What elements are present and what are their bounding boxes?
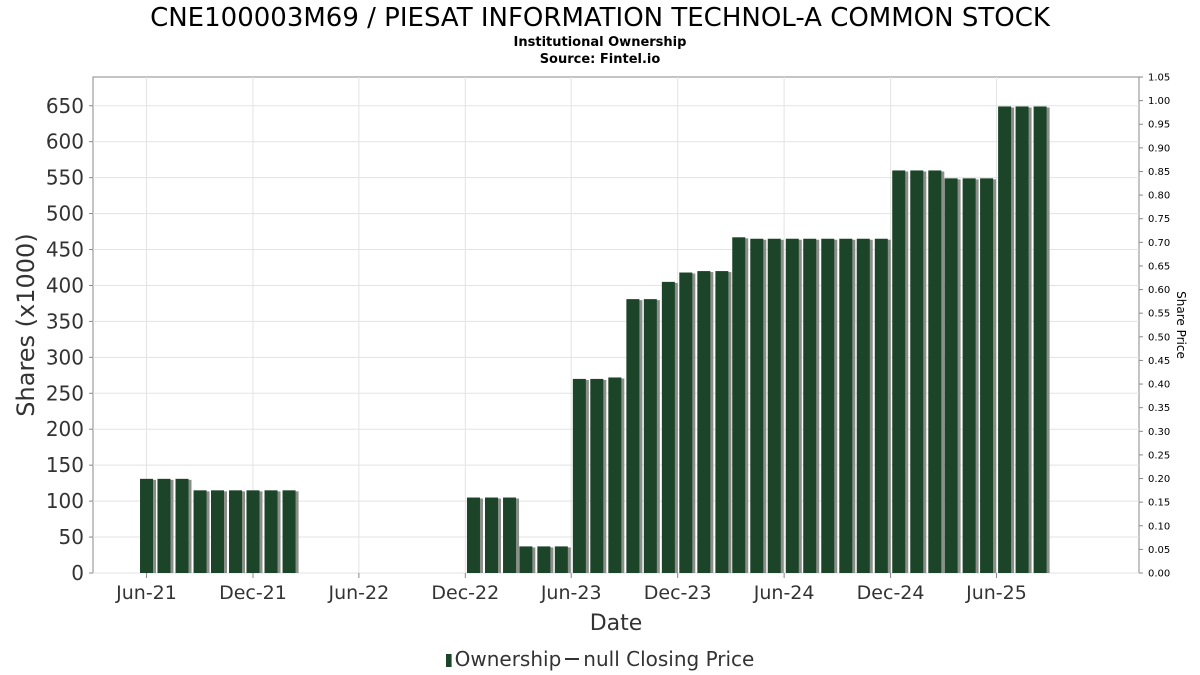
price-legend-line — [565, 658, 580, 660]
y-tick-label: 150 — [46, 453, 84, 477]
ownership-legend-swatch — [445, 654, 452, 667]
ownership-bar — [157, 478, 171, 573]
y-tick-label: 550 — [46, 166, 84, 190]
ownership-bar — [803, 238, 817, 573]
x-tick-label: Dec-22 — [431, 582, 499, 604]
y-tick-label: 600 — [46, 130, 84, 154]
y2-tick-label: 0.75 — [1148, 214, 1170, 225]
y2-tick-label: 0.05 — [1148, 545, 1170, 556]
ownership-bar — [1033, 106, 1047, 573]
ownership-bar — [732, 237, 746, 573]
ownership-bar — [537, 546, 551, 573]
x-tick-label: Jun-21 — [115, 582, 177, 604]
ownership-bar — [140, 478, 154, 573]
ownership-bar — [503, 497, 517, 573]
y2-tick-label: 0.80 — [1148, 191, 1170, 202]
x-axis-title: Date — [590, 611, 643, 636]
chart-title: CNE100003M69 / PIESAT INFORMATION TECHNO… — [150, 3, 1050, 33]
ownership-legend-label: Ownership — [454, 647, 562, 671]
x-tick-label: Dec-24 — [857, 582, 925, 604]
y2-tick-label: 0.70 — [1148, 238, 1170, 249]
y2-tick-label: 0.10 — [1148, 521, 1170, 532]
x-tick-label: Dec-23 — [644, 582, 712, 604]
y-tick-label: 350 — [46, 309, 84, 333]
ownership-bar — [980, 178, 994, 574]
ownership-bar — [626, 299, 640, 573]
y2-tick-label: 0.20 — [1148, 474, 1170, 485]
ownership-bar — [554, 546, 568, 573]
ownership-bar — [1015, 106, 1029, 573]
ownership-bar — [210, 490, 224, 573]
ownership-bar — [750, 238, 764, 573]
ownership-bar — [910, 170, 924, 573]
ownership-bar — [175, 478, 189, 573]
y-tick-label: 250 — [46, 381, 84, 405]
ownership-bar — [229, 490, 243, 573]
ownership-bar — [466, 497, 480, 573]
ownership-bar — [962, 178, 976, 574]
x-tick-label: Dec-21 — [219, 582, 287, 604]
y-tick-label: 0 — [71, 561, 84, 585]
ownership-bar — [839, 238, 853, 573]
x-tick-label: Jun-23 — [540, 582, 602, 604]
y-axis-title: Shares (x1000) — [12, 233, 40, 416]
ownership-bar — [485, 497, 499, 573]
price-legend-label: null Closing Price — [583, 647, 755, 671]
x-tick-label: Jun-25 — [965, 582, 1027, 604]
y2-tick-label: 1.05 — [1148, 73, 1170, 84]
ownership-bar — [246, 490, 260, 573]
ownership-bar — [697, 271, 711, 573]
y2-tick-label: 0.40 — [1148, 380, 1170, 391]
y2-tick-label: 0.25 — [1148, 450, 1170, 461]
ownership-bar — [928, 170, 942, 573]
ownership-bar — [892, 170, 906, 573]
ownership-bar — [944, 178, 958, 574]
ownership-bar — [590, 378, 604, 573]
ownership-bar — [519, 546, 533, 573]
y2-tick-label: 0.85 — [1148, 167, 1170, 178]
chart-subtitle-ownership: Institutional Ownership — [513, 35, 687, 50]
ownership-bar — [856, 238, 870, 573]
y2-tick-label: 0.55 — [1148, 309, 1170, 320]
y2-axis-title: Share Price — [1174, 291, 1188, 359]
ownership-bar — [767, 238, 781, 573]
ownership-bar — [661, 281, 675, 573]
y-tick-label: 200 — [46, 417, 84, 441]
ownership-bar — [608, 377, 622, 573]
y2-tick-label: 0.95 — [1148, 120, 1170, 131]
y-tick-label: 50 — [59, 525, 84, 549]
y2-tick-label: 0.65 — [1148, 261, 1170, 272]
y2-tick-label: 0.35 — [1148, 403, 1170, 414]
y-tick-label: 400 — [46, 273, 84, 297]
y-tick-label: 650 — [46, 94, 84, 118]
ownership-bar — [874, 238, 888, 573]
y-tick-label: 500 — [46, 202, 84, 226]
y2-tick-label: 0.00 — [1148, 569, 1170, 580]
y2-tick-label: 0.50 — [1148, 332, 1170, 343]
y-tick-label: 100 — [46, 489, 84, 513]
y-tick-label: 300 — [46, 345, 84, 369]
ownership-bar — [679, 272, 693, 573]
chart-legend: Ownership null Closing Price — [0, 647, 1200, 671]
x-tick-label: Jun-24 — [753, 582, 815, 604]
y2-tick-label: 0.45 — [1148, 356, 1170, 367]
ownership-bar — [821, 238, 835, 573]
y2-tick-label: 0.60 — [1148, 285, 1170, 296]
y-tick-label: 450 — [46, 238, 84, 262]
ownership-bar — [643, 299, 657, 573]
y2-tick-label: 0.90 — [1148, 143, 1170, 154]
ownership-bar — [264, 490, 278, 573]
x-tick-label: Jun-22 — [327, 582, 389, 604]
ownership-bar — [998, 106, 1012, 573]
ownership-bar — [715, 271, 729, 573]
y2-tick-label: 0.15 — [1148, 498, 1170, 509]
y2-tick-label: 0.30 — [1148, 427, 1170, 438]
chart-subtitle-source: Source: Fintel.io — [539, 52, 661, 67]
ownership-bar — [785, 238, 799, 573]
ownership-bar — [572, 378, 586, 573]
ownership-bar — [282, 490, 296, 573]
y2-tick-label: 1.00 — [1148, 96, 1170, 107]
ownership-bar — [193, 490, 207, 573]
